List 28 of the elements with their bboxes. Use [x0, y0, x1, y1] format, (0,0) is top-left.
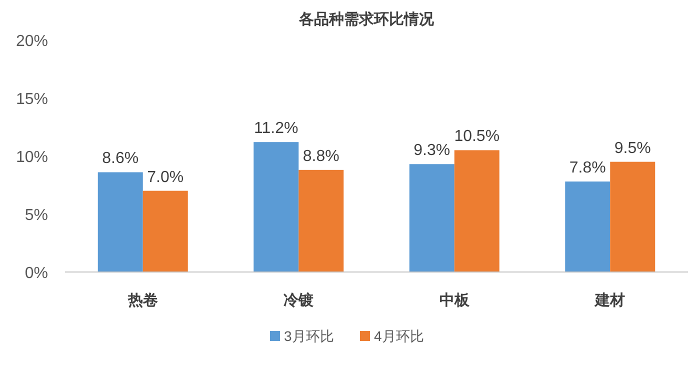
bar	[142, 190, 188, 272]
legend-label: 3月环比	[284, 328, 334, 344]
chart-title: 各品种需求环比情况	[298, 11, 435, 28]
x-tick-label: 中板	[439, 292, 470, 309]
y-tick-label: 15%	[16, 91, 48, 108]
data-label: 7.8%	[569, 160, 606, 177]
y-tick-label: 10%	[16, 149, 48, 166]
legend-label: 4月环比	[374, 328, 424, 344]
data-label: 8.8%	[302, 148, 340, 165]
data-label: 11.2%	[254, 120, 298, 138]
bar	[98, 172, 143, 272]
y-tick-label: 5%	[24, 207, 48, 224]
bar	[454, 150, 500, 272]
data-label: 10.5%	[454, 128, 500, 146]
bar	[610, 162, 656, 272]
data-label: 7.0%	[147, 168, 184, 186]
x-tick-label: 建材	[594, 292, 626, 309]
x-tick-label: 热卷	[126, 292, 158, 309]
data-label: 9.3%	[414, 142, 450, 160]
x-tick-label: 冷镀	[284, 292, 315, 309]
bar	[409, 164, 454, 272]
data-label: 8.6%	[102, 150, 139, 168]
bar	[298, 170, 344, 272]
bar	[254, 142, 299, 272]
y-tick-label: 0%	[24, 265, 48, 282]
y-tick-label: 20%	[16, 33, 48, 50]
data-label: 9.5%	[614, 140, 651, 157]
bar	[565, 182, 610, 272]
